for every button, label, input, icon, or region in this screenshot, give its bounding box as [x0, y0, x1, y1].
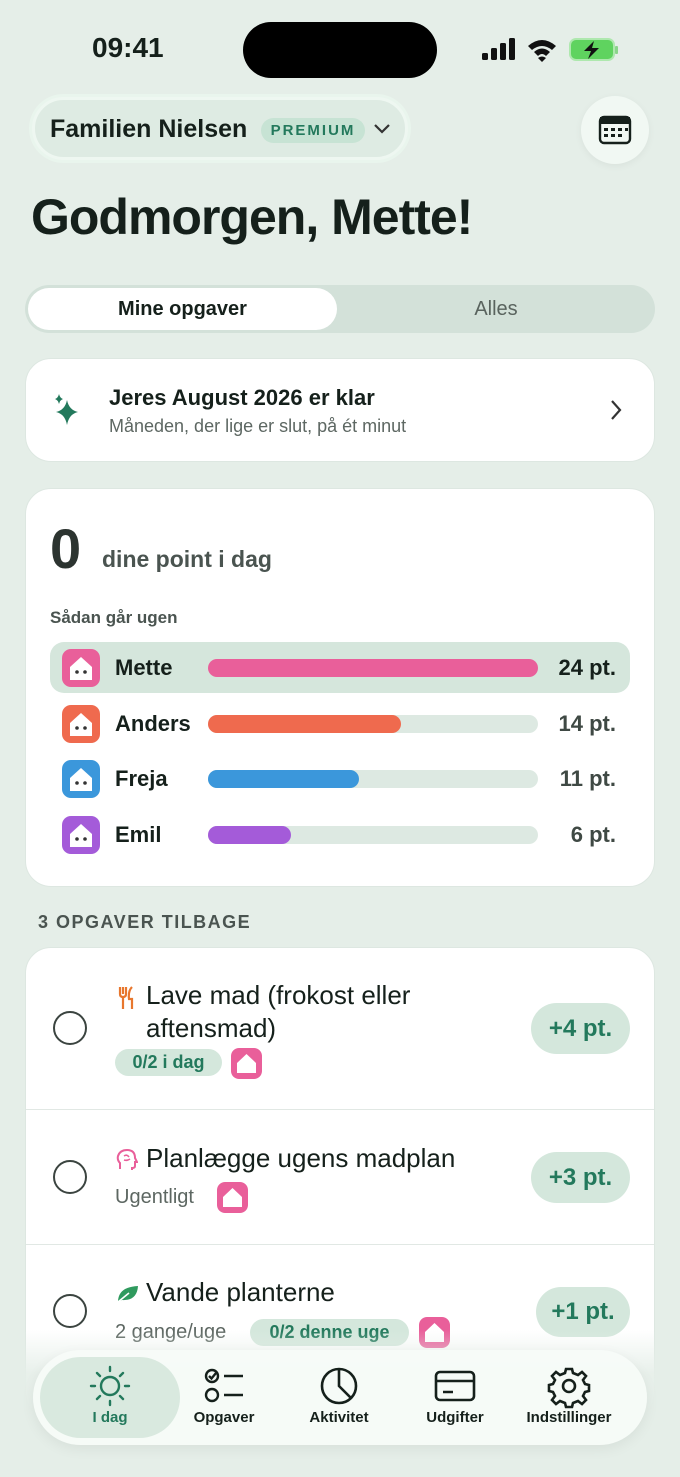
tab-selected[interactable]: Mine opgaver [28, 288, 337, 330]
task-title: Vande planterne [146, 1277, 335, 1307]
tab-label[interactable]: Udgifter [426, 1409, 484, 1426]
premium-badge: PREMIUM [261, 118, 365, 143]
divider [26, 1109, 654, 1110]
bar [208, 770, 360, 789]
week-label: Sådan går ugen [50, 608, 178, 627]
clock: 09:41 [92, 32, 164, 63]
chevron-down [374, 124, 390, 134]
task-checkbox[interactable] [53, 1294, 87, 1328]
tab-label[interactable]: Indstillinger [526, 1409, 612, 1426]
member-name: Mette [115, 655, 173, 680]
points-today-label: dine point i dag [102, 546, 272, 572]
bar [208, 659, 538, 677]
dynamic-island [243, 22, 437, 78]
points-today: 0 [50, 517, 82, 580]
task-points: +1 pt. [536, 1287, 630, 1337]
tab-label[interactable]: Opgaver [193, 1409, 255, 1426]
task-tag: 0/2 i dag [115, 1049, 222, 1076]
task-points: +4 pt. [531, 1003, 630, 1054]
avatar [62, 649, 100, 687]
bar-track [208, 826, 538, 845]
tab-label[interactable]: Aktivitet [309, 1409, 369, 1426]
avatar [62, 704, 100, 743]
family-name: Familien Nielsen [50, 115, 248, 143]
summary-card[interactable] [25, 358, 655, 462]
avatar [62, 816, 100, 855]
member-points: 24 pt. [558, 655, 616, 680]
greeting: Godmorgen, Mette! [31, 189, 473, 245]
avatar [217, 1182, 248, 1213]
avatar [62, 760, 100, 799]
task-title: Planlægge ugens madplan [146, 1143, 456, 1173]
bar [208, 826, 291, 845]
summary-title: Jeres August 2026 er klar [109, 385, 375, 410]
tab-bar-icons [89, 1365, 591, 1409]
calendar-button[interactable] [581, 96, 649, 164]
member-points: 6 pt. [570, 822, 616, 848]
member-name: Emil [115, 822, 162, 848]
task-points: +3 pt. [531, 1152, 630, 1203]
member-name: Anders [115, 710, 191, 736]
member-name: Freja [115, 766, 168, 792]
tab[interactable]: Alles [474, 297, 518, 320]
brain-icon [116, 1148, 138, 1170]
divider [26, 1244, 654, 1245]
chevron-right [611, 400, 622, 420]
tab-label[interactable]: I dag [92, 1409, 128, 1426]
cutlery-icon [118, 986, 134, 1009]
member-points: 11 pt. [559, 766, 616, 792]
member-points: 14 pt. [558, 710, 616, 736]
task-frequency: Ugentligt [115, 1186, 194, 1208]
status-icons [482, 38, 618, 62]
task-checkbox[interactable] [53, 1160, 87, 1194]
task-checkbox[interactable] [53, 1011, 87, 1045]
tasks-heading: 3 OPGAVER TILBAGE [38, 912, 252, 932]
bar [208, 714, 401, 733]
task-title: Lave mad (frokost eller aftensmad) [146, 980, 411, 1043]
calendar-icon [598, 115, 632, 145]
sparkle-icon [55, 394, 78, 425]
avatar [231, 1048, 262, 1079]
summary-subtitle: Måneden, der lige er slut, på ét minut [109, 416, 407, 436]
leaf-icon [117, 1286, 138, 1303]
